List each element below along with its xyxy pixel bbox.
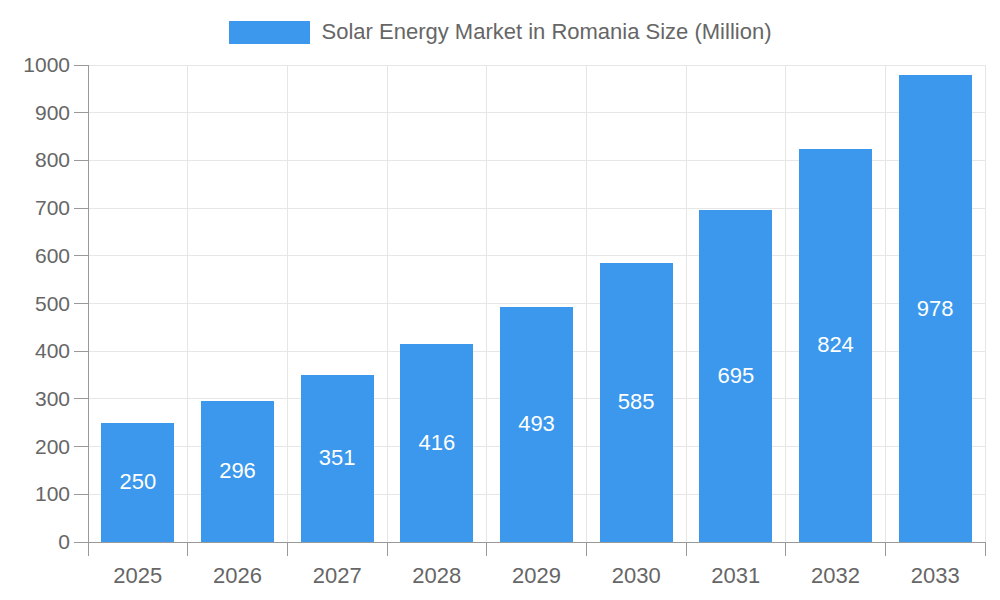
x-axis-category-label: 2029	[487, 564, 587, 588]
bar-value-label: 695	[717, 364, 754, 388]
x-gridline	[885, 65, 886, 542]
x-axis-tick	[486, 542, 487, 556]
x-gridline	[686, 65, 687, 542]
y-axis-tick-label: 0	[0, 531, 70, 553]
bar-2026: 296	[201, 401, 274, 542]
bar-2029: 493	[500, 307, 573, 542]
x-gridline	[486, 65, 487, 542]
x-axis-tick	[985, 542, 986, 556]
bar-value-label: 585	[618, 390, 655, 414]
bar-value-label: 250	[119, 470, 156, 494]
x-axis-category-label: 2032	[786, 564, 886, 588]
x-axis-category-label: 2025	[88, 564, 188, 588]
x-gridline	[985, 65, 986, 542]
bar-chart-plot-area: 0100200300400500600700800900100025020252…	[0, 0, 1000, 600]
x-axis-category-label: 2030	[586, 564, 686, 588]
bar-2025: 250	[101, 423, 174, 542]
bar-value-label: 351	[319, 446, 356, 470]
y-axis-tick	[74, 255, 88, 256]
y-axis-tick-label: 600	[0, 245, 70, 267]
x-axis-tick	[785, 542, 786, 556]
chart-page: Solar Energy Market in Romania Size (Mil…	[0, 0, 1000, 600]
y-axis-tick-label: 300	[0, 388, 70, 410]
y-axis-tick	[74, 542, 88, 543]
x-axis-tick	[387, 542, 388, 556]
x-gridline	[785, 65, 786, 542]
bar-value-label: 416	[418, 431, 455, 455]
x-axis-category-label: 2031	[686, 564, 786, 588]
y-gridline	[88, 112, 985, 113]
y-axis-tick-label: 1000	[0, 54, 70, 76]
bar-value-label: 824	[817, 333, 854, 357]
y-axis-tick-label: 100	[0, 483, 70, 505]
x-axis-tick	[885, 542, 886, 556]
bar-2031: 695	[699, 210, 772, 542]
bar-2032: 824	[799, 149, 872, 542]
x-axis-tick	[586, 542, 587, 556]
x-axis-category-label: 2027	[287, 564, 387, 588]
bar-2027: 351	[301, 375, 374, 542]
y-axis-tick	[74, 351, 88, 352]
bar-value-label: 493	[518, 412, 555, 436]
y-axis-tick	[74, 398, 88, 399]
y-axis-tick	[74, 303, 88, 304]
y-axis-tick	[74, 112, 88, 113]
y-axis-tick	[74, 65, 88, 66]
y-axis-line	[88, 65, 89, 542]
y-axis-tick-label: 400	[0, 340, 70, 362]
x-axis-tick	[287, 542, 288, 556]
y-axis-tick	[74, 446, 88, 447]
bar-2028: 416	[400, 344, 473, 542]
x-gridline	[586, 65, 587, 542]
x-gridline	[387, 65, 388, 542]
y-axis-tick	[74, 208, 88, 209]
y-axis-tick-label: 700	[0, 197, 70, 219]
y-gridline	[88, 65, 985, 66]
bar-value-label: 978	[917, 297, 954, 321]
x-gridline	[187, 65, 188, 542]
x-axis-tick	[686, 542, 687, 556]
x-axis-category-label: 2033	[885, 564, 985, 588]
bar-2033: 978	[899, 75, 972, 542]
bar-2030: 585	[600, 263, 673, 542]
x-gridline	[287, 65, 288, 542]
y-axis-tick	[74, 494, 88, 495]
y-axis-tick-label: 800	[0, 149, 70, 171]
y-axis-tick	[74, 160, 88, 161]
y-axis-tick-label: 200	[0, 436, 70, 458]
y-axis-tick-label: 500	[0, 293, 70, 315]
x-axis-tick	[187, 542, 188, 556]
bar-value-label: 296	[219, 459, 256, 483]
y-axis-tick-label: 900	[0, 102, 70, 124]
x-axis-tick	[88, 542, 89, 556]
x-axis-category-label: 2028	[387, 564, 487, 588]
x-axis-category-label: 2026	[188, 564, 288, 588]
